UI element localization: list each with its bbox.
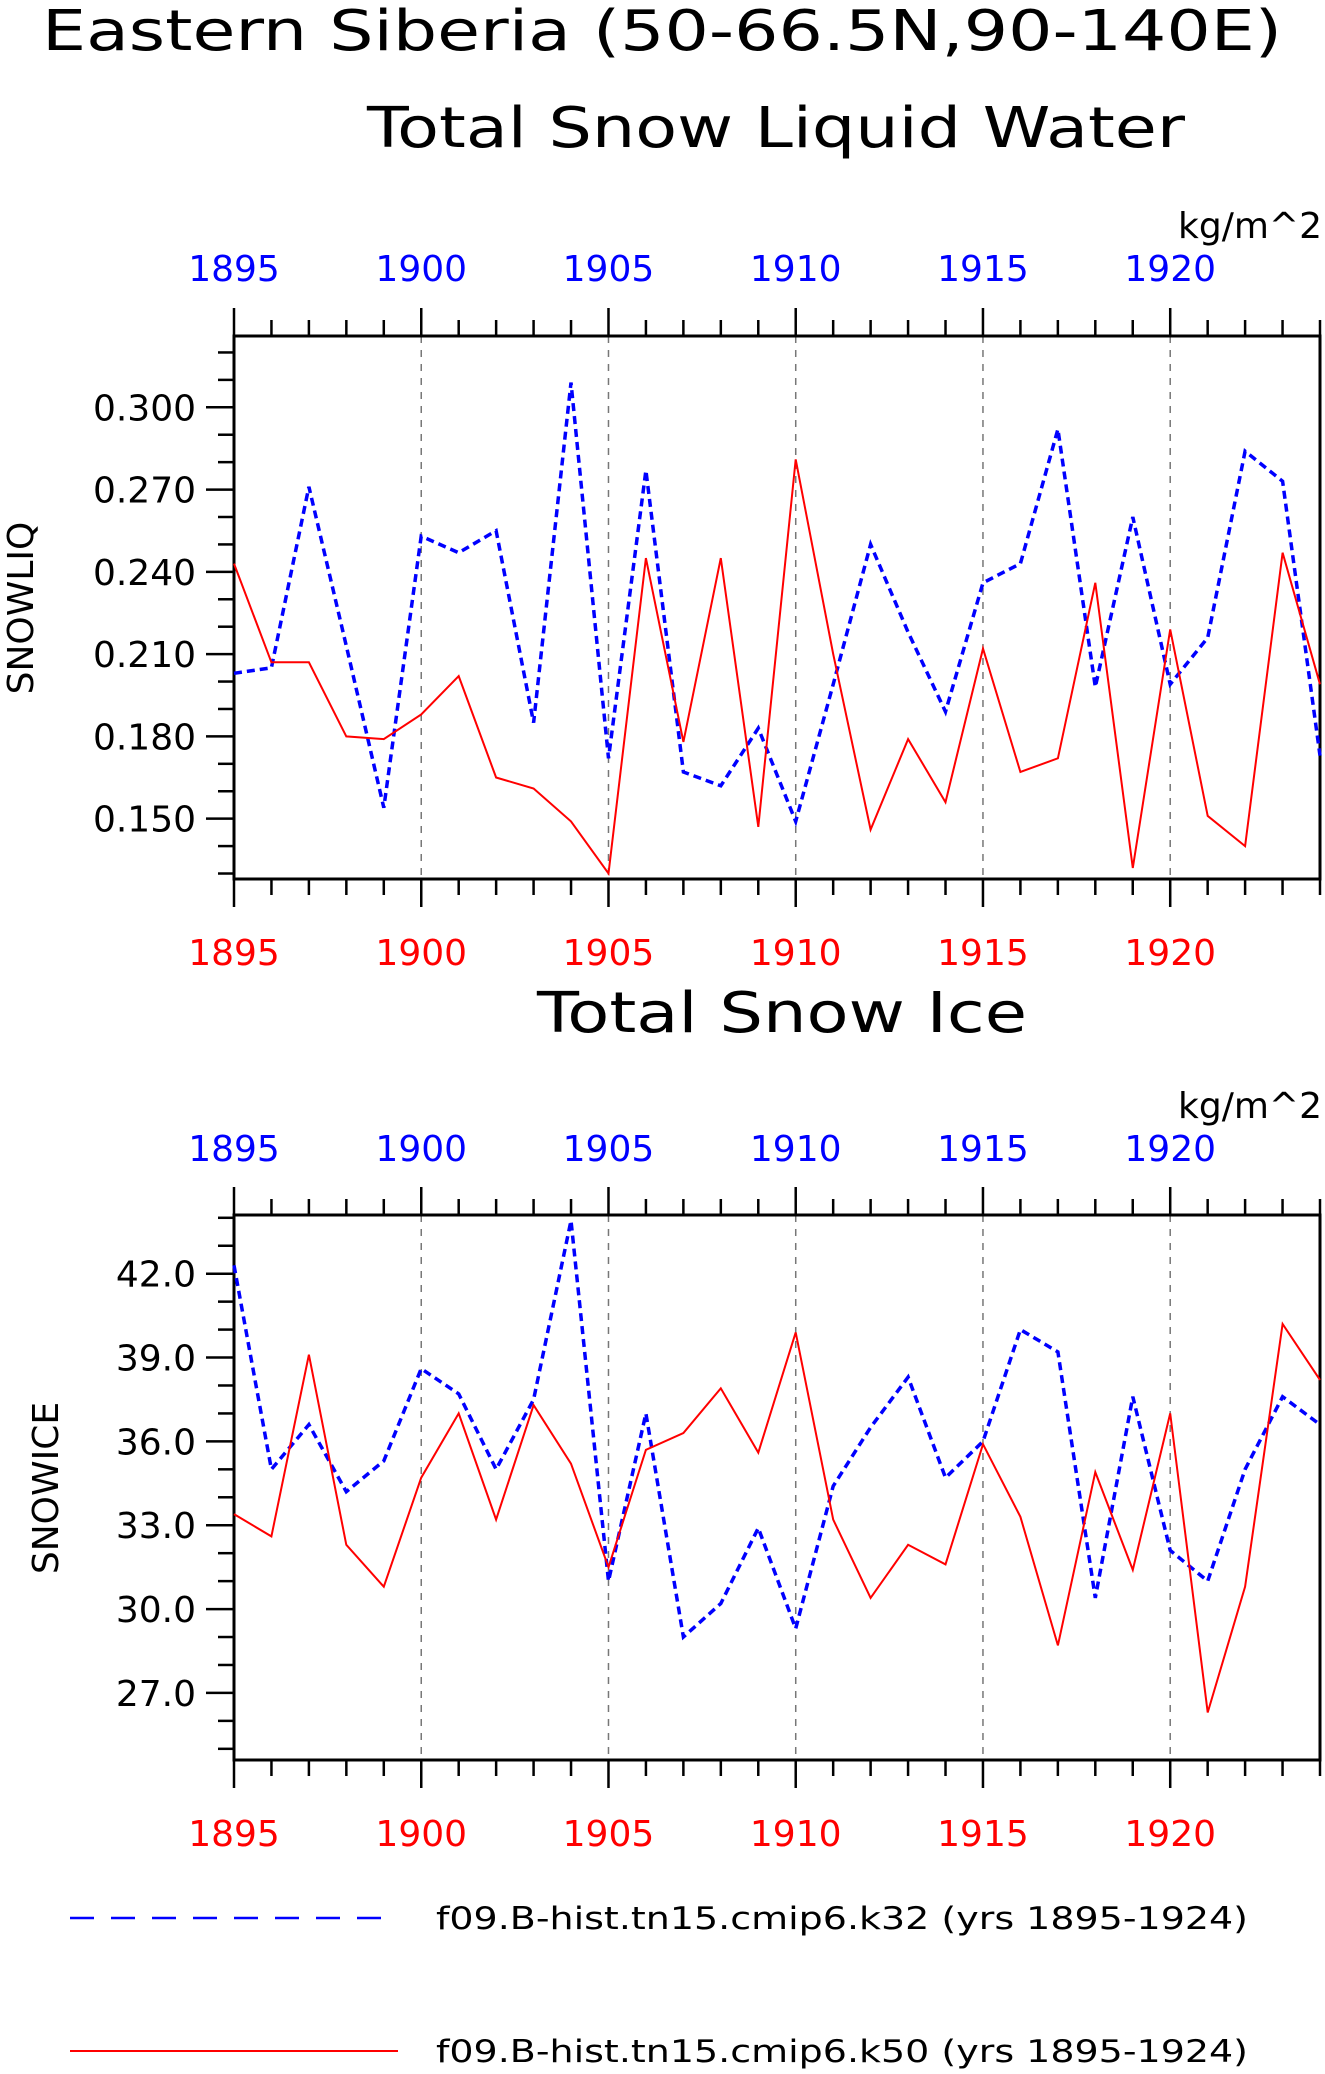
snowliq-ytick-label: 0.240 — [93, 553, 196, 594]
legend: f09.B-hist.tn15.cmip6.k32 (yrs 1895-1924… — [70, 1901, 1248, 2070]
snowice-bottom-xtick-label: 1910 — [750, 1814, 842, 1855]
snowice-bottom-xtick-label: 1905 — [563, 1814, 655, 1855]
figure-title-line1: Eastern Siberia (50-66.5N,90-140E) — [42, 0, 1282, 64]
snowliq-series-k50-line — [233, 459, 1321, 877]
snowliq-bottom-xtick-label: 1910 — [750, 933, 842, 974]
snowice-series-k50-line — [233, 1321, 1321, 1713]
snowliq-ytick-label: 0.210 — [93, 635, 196, 676]
snowice-ytick-label: 30.0 — [116, 1590, 196, 1631]
snowliq-units-label: kg/m^2 — [1178, 206, 1322, 247]
snowice-bottom-xtick-label: 1915 — [937, 1814, 1029, 1855]
figure-title-line2: Total Snow Liquid Water — [366, 96, 1186, 161]
snowice-top-xtick-label: 1895 — [188, 1129, 280, 1170]
snowice-ytick-label: 27.0 — [116, 1674, 196, 1715]
snowliq-ytick-label: 0.300 — [93, 388, 196, 429]
snowice-panel-title: Total Snow Ice — [536, 981, 1027, 1046]
snowice-top-xtick-label: 1915 — [937, 1129, 1029, 1170]
snowice-top-xtick-label: 1910 — [750, 1129, 842, 1170]
snowice-ylabel: SNOWICE — [26, 1402, 67, 1574]
legend-k50-label: f09.B-hist.tn15.cmip6.k50 (yrs 1895-1924… — [436, 2034, 1248, 2070]
snowliq-plot-frame — [232, 334, 1322, 881]
snowliq-bottom-xtick-label: 1905 — [563, 933, 655, 974]
snowice-bottom-xtick-label: 1900 — [375, 1814, 467, 1855]
snowice-top-xtick-label: 1900 — [375, 1129, 467, 1170]
snowliq-ylabel: SNOWLIQ — [1, 522, 42, 695]
snowliq-top-xtick-label: 1895 — [188, 249, 280, 290]
snowice-top-xtick-label: 1920 — [1124, 1129, 1216, 1170]
snowice-bottom-xtick-label: 1920 — [1124, 1814, 1216, 1855]
snowice-ytick-label: 36.0 — [116, 1422, 196, 1463]
snowice-series-k32-line — [232, 1220, 1322, 1641]
snowliq-bottom-xtick-label: 1920 — [1124, 933, 1216, 974]
snowliq-ytick-label: 0.180 — [93, 717, 196, 758]
snowliq-top-xtick-label: 1905 — [563, 249, 655, 290]
snowice-bottom-xtick-label: 1895 — [188, 1814, 280, 1855]
snowliq-bottom-xtick-label: 1900 — [375, 933, 467, 974]
snowice-ytick-label: 42.0 — [116, 1255, 196, 1296]
snowliq-series-k32-line — [233, 382, 1322, 827]
snowliq-top-xtick-label: 1910 — [750, 249, 842, 290]
legend-k32-label: f09.B-hist.tn15.cmip6.k32 (yrs 1895-1924… — [436, 1901, 1248, 1937]
snowliq-bottom-xtick-label: 1895 — [188, 933, 280, 974]
snowliq-ytick-label: 0.270 — [93, 471, 196, 512]
snowliq-top-xtick-label: 1900 — [375, 249, 467, 290]
snowliq-bottom-xtick-label: 1915 — [937, 933, 1029, 974]
snowice-units-label: kg/m^2 — [1178, 1086, 1322, 1127]
snowice-ytick-label: 33.0 — [116, 1506, 196, 1547]
snowliq-ytick-label: 0.150 — [93, 800, 196, 841]
snowliq-top-xtick-label: 1915 — [937, 249, 1029, 290]
snowice-panel: 1895 1895 1900 1900 1905 1905 1910 1910 1915 1915… — [26, 1086, 1322, 1855]
snowice-ytick-label: 39.0 — [116, 1339, 196, 1380]
snowliq-top-xtick-label: 1920 — [1124, 249, 1216, 290]
snowice-plot-frame — [232, 1213, 1322, 1762]
snowliq-panel: 1895 1895 1900 1900 1905 1905 1910 1910 1915 1915… — [1, 206, 1322, 974]
snowice-top-xtick-label: 1905 — [563, 1129, 655, 1170]
